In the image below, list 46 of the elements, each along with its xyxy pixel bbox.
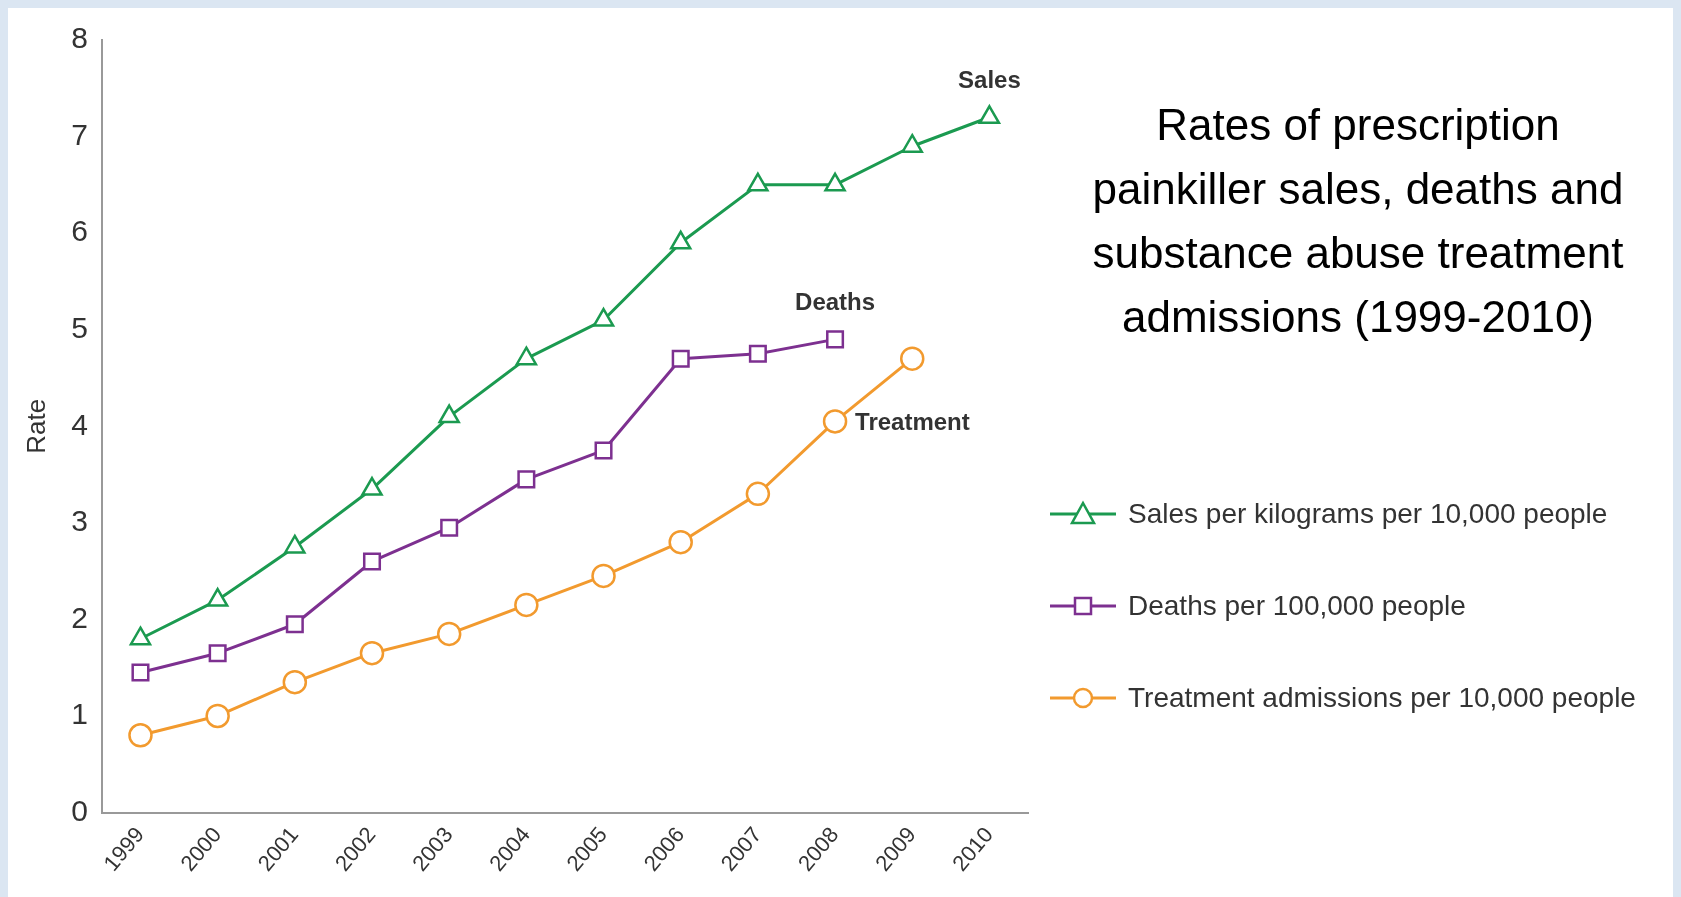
point [440,518,459,537]
point [362,552,382,571]
point [745,481,771,507]
point [514,592,539,618]
point [824,172,846,192]
y-tick-label: 7 [71,117,88,151]
legend-label: Treatment admissions per 10,000 people [1128,682,1636,714]
text: Rates of prescription painkiller sales, deaths and substance abuse treatment admissions (1999-2010) [1091,99,1625,343]
point [822,409,848,434]
point [285,615,304,634]
point [591,563,616,589]
point [436,621,462,647]
y-tick-label: 1 [71,697,88,731]
y-tick-label: 3 [71,504,88,538]
y-tick-label: 5 [71,310,88,344]
point [592,307,615,327]
legend-label: Sales per kilograms per 10,000 people [1128,498,1608,530]
point [208,644,227,663]
y-tick-label: 0 [71,793,88,827]
point [748,344,767,363]
y-tick-label: 8 [71,21,88,55]
point [899,346,925,371]
point [668,529,693,555]
point [128,723,153,748]
y-tick-label: 6 [71,214,88,248]
point [131,663,150,682]
annotation: Treatment [855,408,970,436]
point [515,346,538,366]
point [669,230,692,250]
legend-label: Deaths per 100,000 people [1128,590,1466,622]
y-tick-label: 4 [71,407,88,441]
point [594,441,613,460]
point [901,133,924,153]
point [517,470,536,489]
point [205,703,230,729]
point [282,669,308,695]
y-tick-label: 2 [71,600,88,634]
point [826,330,845,349]
point [671,349,690,368]
point [438,404,460,424]
y-axis-title: Rate [20,398,51,454]
annotation: Sales [958,65,1021,93]
point [978,105,1001,124]
annotation: Deaths [795,287,876,315]
point [747,172,769,192]
point [359,640,385,666]
